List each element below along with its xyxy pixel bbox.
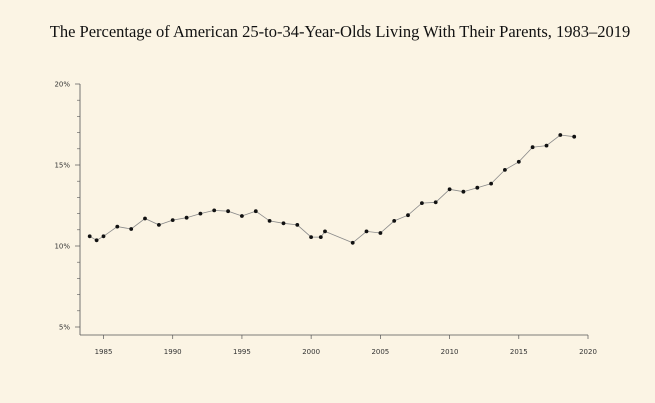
x-tick-label: 2020 — [579, 348, 597, 356]
y-tick-label: 15% — [54, 162, 70, 170]
chart-title: The Percentage of American 25-to-34-Year… — [49, 22, 631, 41]
x-tick-label: 2015 — [510, 348, 528, 356]
data-point — [364, 229, 369, 234]
data-point — [157, 223, 161, 227]
data-point — [503, 168, 507, 172]
data-point — [516, 159, 521, 164]
data-point — [420, 201, 424, 206]
data-point — [295, 223, 300, 227]
data-point — [101, 234, 106, 239]
data-point — [240, 214, 244, 218]
data-point — [475, 185, 480, 190]
data-point — [253, 209, 258, 214]
x-tick-label: 2000 — [302, 348, 320, 356]
x-tick-label: 2010 — [441, 348, 459, 356]
data-point — [226, 209, 231, 214]
data-point — [212, 208, 217, 213]
data-point — [433, 200, 438, 205]
data-point — [143, 216, 147, 221]
data-point — [544, 143, 549, 148]
data-point — [87, 234, 92, 239]
data-point — [378, 231, 383, 235]
data-point — [115, 224, 120, 229]
x-tick-label: 2005 — [371, 348, 389, 356]
data-point — [558, 133, 563, 137]
data-point — [572, 134, 577, 139]
data-point — [94, 238, 99, 243]
data-point — [350, 240, 355, 245]
data-point — [184, 215, 189, 220]
data-point — [129, 227, 134, 231]
data-point — [489, 181, 493, 186]
y-tick-label: 5% — [59, 324, 70, 332]
data-point — [323, 229, 327, 234]
data-point — [281, 221, 286, 226]
data-point — [170, 218, 175, 223]
data-point — [530, 145, 535, 150]
data-point — [318, 235, 323, 240]
series-line — [89, 134, 575, 244]
x-tick-label: 1990 — [164, 348, 182, 356]
y-tick-label: 10% — [54, 243, 70, 251]
x-tick-label: 1985 — [95, 348, 113, 356]
y-tick-label: 20% — [54, 81, 70, 89]
data-point — [392, 219, 397, 223]
data-point — [267, 219, 272, 223]
data-point — [461, 189, 466, 194]
data-point — [309, 235, 313, 240]
x-tick-label: 1995 — [233, 348, 251, 356]
data-point — [198, 211, 203, 216]
data-point — [406, 213, 410, 218]
data-point — [447, 187, 452, 192]
